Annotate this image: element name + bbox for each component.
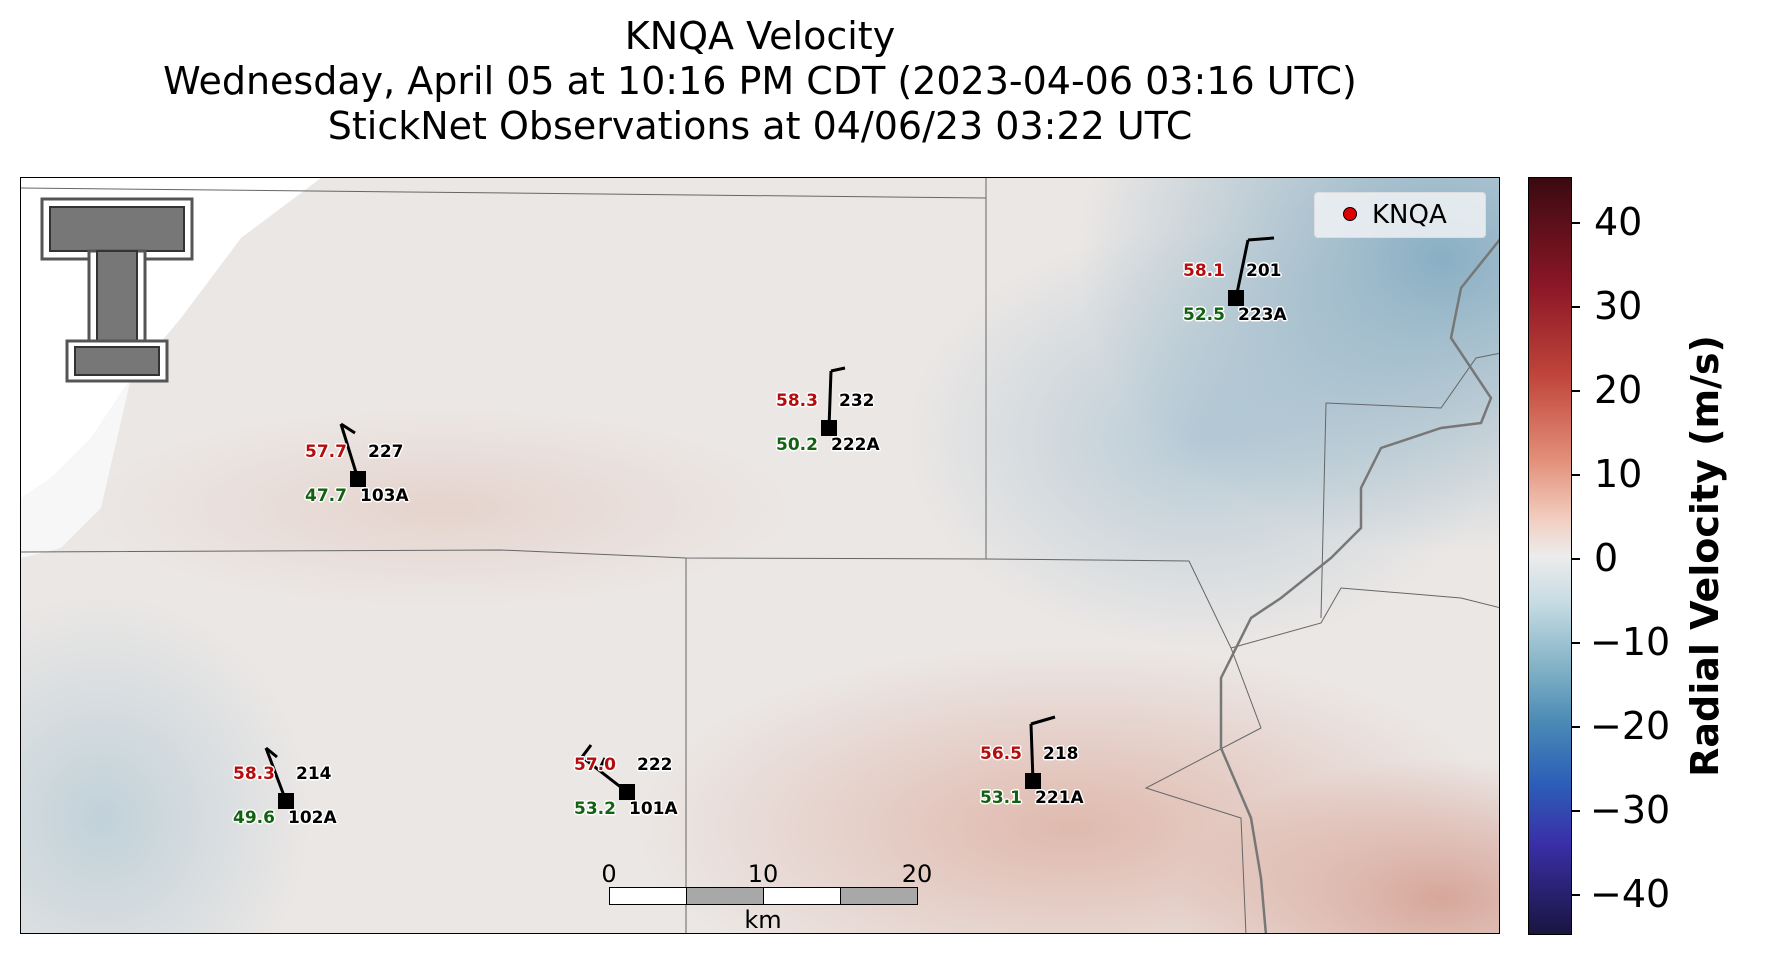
colorbar-tick-label: 40 bbox=[1594, 200, 1643, 244]
colorbar-label: Radial Velocity (m/s) bbox=[1683, 335, 1727, 777]
station-dewpoint: 49.6 bbox=[233, 808, 275, 828]
station-square bbox=[821, 420, 837, 436]
station-dewpoint: 50.2 bbox=[776, 435, 818, 455]
scale-unit-label: km bbox=[744, 906, 782, 934]
colorbar-tick bbox=[1572, 222, 1580, 224]
station-square bbox=[619, 784, 635, 800]
colorbar-tick-label: 20 bbox=[1594, 368, 1643, 412]
station-temperature: 58.3 bbox=[233, 764, 275, 784]
station-alt-id: 221A bbox=[1035, 788, 1084, 808]
county-line bbox=[1230, 587, 1499, 649]
station-id: 201 bbox=[1246, 261, 1282, 281]
station-temperature: 58.1 bbox=[1183, 261, 1225, 281]
station-temperature: 57.0 bbox=[574, 755, 616, 775]
wind-barb-icon bbox=[1029, 715, 1056, 782]
colorbar-tick-label: 30 bbox=[1594, 284, 1643, 328]
county-line bbox=[21, 549, 1262, 933]
scale-segment bbox=[686, 887, 764, 905]
station-temperature: 58.3 bbox=[776, 391, 818, 411]
colorbar-tick-label: 0 bbox=[1594, 536, 1619, 580]
station-alt-id: 222A bbox=[831, 435, 880, 455]
colorbar-tick-label: −20 bbox=[1590, 704, 1671, 748]
legend-label: KNQA bbox=[1372, 200, 1447, 230]
velocity-field bbox=[21, 178, 1499, 933]
scale-tick-label: 0 bbox=[601, 860, 617, 888]
station-id: 214 bbox=[296, 764, 332, 784]
scale-segment bbox=[763, 887, 841, 905]
colorbar-tick-label: −40 bbox=[1590, 872, 1671, 916]
scale-segment bbox=[840, 887, 918, 905]
colorbar-tick bbox=[1572, 558, 1580, 560]
scale-tick-label: 20 bbox=[901, 860, 933, 888]
station-dewpoint: 47.7 bbox=[305, 486, 347, 506]
colorbar-tick-label: −30 bbox=[1590, 788, 1671, 832]
no-data-region-edge bbox=[21, 378, 131, 558]
scale-segment bbox=[609, 887, 687, 905]
station-id: 227 bbox=[368, 442, 404, 462]
station-square bbox=[278, 793, 294, 809]
county-line bbox=[21, 187, 987, 199]
county-line bbox=[1325, 352, 1499, 409]
colorbar-tick bbox=[1572, 726, 1580, 728]
station-id: 232 bbox=[839, 391, 875, 411]
figure-title: KNQA Velocity Wednesday, April 05 at 10:… bbox=[0, 14, 1520, 149]
title-observation-time: StickNet Observations at 04/06/23 03:22 … bbox=[327, 104, 1193, 148]
station-dewpoint: 53.1 bbox=[980, 788, 1022, 808]
radar-site-marker bbox=[1343, 207, 1357, 221]
colorbar-tick bbox=[1572, 810, 1580, 812]
colorbar-tick bbox=[1572, 894, 1580, 896]
wind-barb-icon bbox=[264, 746, 288, 802]
station-square bbox=[1228, 290, 1244, 306]
station-alt-id: 103A bbox=[360, 486, 409, 506]
county-line bbox=[1320, 402, 1327, 619]
colorbar-tick-label: −10 bbox=[1590, 620, 1671, 664]
map-legend: KNQA bbox=[1314, 192, 1486, 238]
wind-barb-icon bbox=[1234, 236, 1275, 299]
station-temperature: 56.5 bbox=[980, 744, 1022, 764]
station-temperature: 57.7 bbox=[305, 442, 347, 462]
university-logo bbox=[40, 197, 194, 383]
title-radar-product: KNQA Velocity bbox=[624, 14, 896, 58]
colorbar bbox=[1528, 177, 1572, 935]
colorbar-tick bbox=[1572, 474, 1580, 476]
station-alt-id: 223A bbox=[1238, 305, 1287, 325]
wind-barb-icon bbox=[339, 422, 360, 480]
station-alt-id: 101A bbox=[629, 799, 678, 819]
wind-barb-icon bbox=[827, 366, 846, 429]
colorbar-tick-label: 10 bbox=[1594, 452, 1643, 496]
station-square bbox=[350, 471, 366, 487]
station-alt-id: 102A bbox=[288, 808, 337, 828]
state-border bbox=[1219, 238, 1499, 933]
colorbar-tick bbox=[1572, 390, 1580, 392]
colorbar-tick bbox=[1572, 306, 1580, 308]
radar-map[interactable]: KNQA 58.1 52.5 201 223A 58.3 50.2 232 22… bbox=[20, 177, 1500, 934]
scale-bar: 0 10 20 km bbox=[601, 861, 932, 933]
colorbar-tick bbox=[1572, 642, 1580, 644]
scale-tick-label: 10 bbox=[747, 860, 779, 888]
station-id: 222 bbox=[637, 755, 673, 775]
title-scan-time: Wednesday, April 05 at 10:16 PM CDT (202… bbox=[163, 59, 1357, 103]
station-id: 218 bbox=[1043, 744, 1079, 764]
station-dewpoint: 52.5 bbox=[1183, 305, 1225, 325]
station-square bbox=[1025, 773, 1041, 789]
station-dewpoint: 53.2 bbox=[574, 799, 616, 819]
